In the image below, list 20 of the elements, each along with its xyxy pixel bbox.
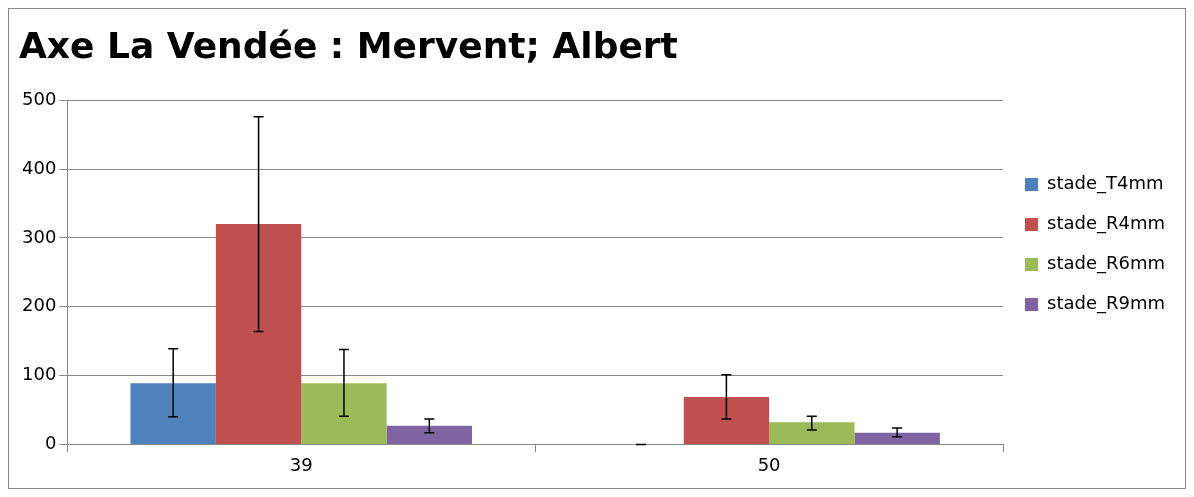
y-tick-label: 100 <box>22 363 57 385</box>
legend-label: stade_R6mm <box>1047 252 1166 275</box>
bar <box>301 383 387 444</box>
y-tick-label: 0 <box>44 432 57 454</box>
chart-title: Axe La Vendée : Mervent; Albert <box>19 24 678 66</box>
x-tick-label: 39 <box>289 453 313 475</box>
bar <box>854 432 940 444</box>
y-tick-label: 400 <box>22 156 57 178</box>
x-tick-label: 50 <box>757 453 781 475</box>
bar <box>386 425 473 444</box>
bar <box>683 396 770 444</box>
bar <box>215 224 302 444</box>
bar <box>130 383 216 444</box>
legend-label: stade_R9mm <box>1047 292 1166 315</box>
y-tick-label: 300 <box>22 225 57 247</box>
legend-label: stade_T4mm <box>1047 172 1164 195</box>
legend-label: stade_R4mm <box>1047 212 1166 235</box>
y-tick-label: 500 <box>22 87 57 109</box>
bar <box>769 422 855 444</box>
y-tick-label: 200 <box>22 294 57 316</box>
